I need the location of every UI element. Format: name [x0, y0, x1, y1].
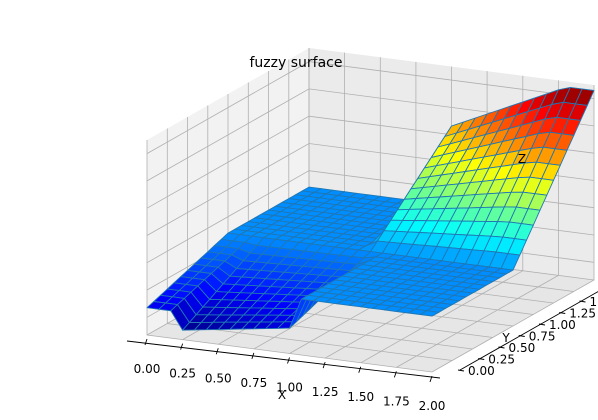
x-tick: [181, 344, 183, 350]
x-tick-label: 2.00: [419, 399, 446, 413]
x-tick: [323, 362, 325, 368]
y-tick-label: 1.50: [590, 295, 598, 309]
x-tick-label: 0.00: [134, 362, 161, 376]
x-tick: [359, 367, 361, 373]
y-axis-title: Y: [501, 331, 510, 345]
x-tick-label: 0.50: [205, 371, 232, 385]
y-tick: [458, 370, 464, 371]
x-tick: [145, 339, 147, 345]
chart-title: fuzzy surface: [250, 55, 343, 71]
z-axis-title: Z: [518, 152, 526, 166]
x-tick-label: 0.75: [241, 376, 268, 390]
x-tick-label: 0.25: [169, 367, 196, 381]
x-axis-title: X: [278, 388, 286, 402]
x-tick-label: 1.50: [347, 390, 374, 404]
x-tick-label: 1.75: [383, 394, 410, 408]
x-tick-label: 1.25: [312, 385, 339, 399]
